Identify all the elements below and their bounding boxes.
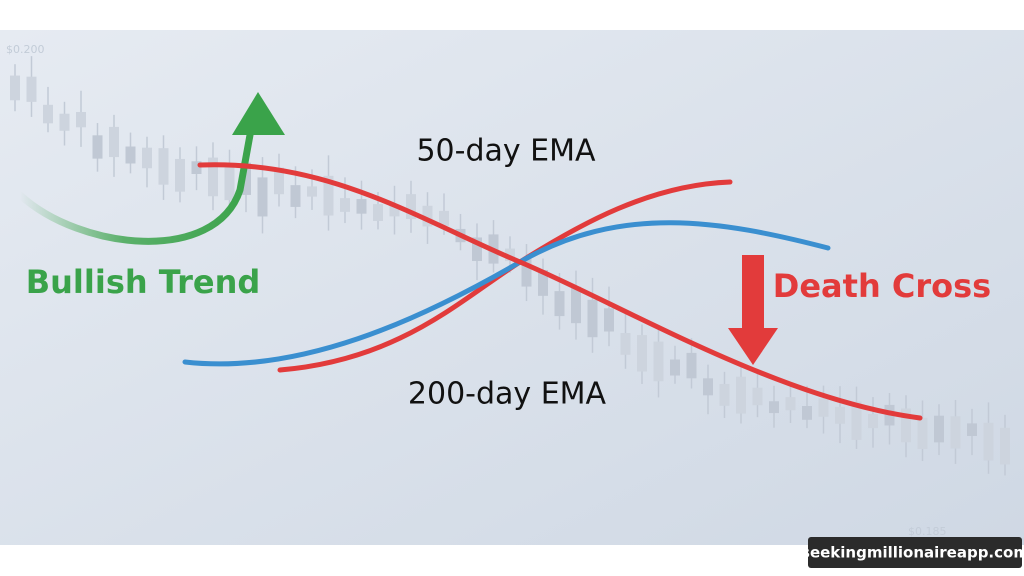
candle <box>983 422 994 461</box>
candle <box>389 205 400 217</box>
candle <box>868 414 878 429</box>
candle <box>109 126 119 158</box>
candle <box>92 135 103 159</box>
candle <box>76 111 86 128</box>
candle <box>125 146 136 164</box>
death-arrow-shaft <box>742 255 764 330</box>
candle <box>901 408 911 443</box>
candle <box>274 167 284 195</box>
candle <box>158 148 169 185</box>
candle <box>59 113 70 131</box>
candle <box>934 415 944 443</box>
candle <box>736 376 746 414</box>
candle <box>175 158 185 192</box>
price-label: $0.185 <box>908 525 947 538</box>
candle <box>653 341 664 382</box>
candle <box>290 185 301 207</box>
candle <box>257 177 268 217</box>
candle <box>851 401 862 440</box>
candle <box>637 335 647 372</box>
candle <box>802 406 812 420</box>
candle <box>835 406 845 424</box>
candle <box>719 383 730 406</box>
candle <box>752 387 763 406</box>
candle <box>10 75 20 101</box>
candle <box>142 147 152 169</box>
candle <box>670 359 680 376</box>
candle <box>917 417 928 450</box>
bullish-label: Bullish Trend <box>26 263 261 301</box>
candle <box>422 205 433 227</box>
candle <box>472 237 482 262</box>
candle <box>967 423 977 437</box>
slow-ema-label: 200-day EMA <box>408 377 607 412</box>
candle <box>208 157 218 197</box>
background <box>0 30 1024 545</box>
death-cross-label: Death Cross <box>773 267 991 305</box>
candle <box>307 186 317 197</box>
candles <box>10 56 1010 476</box>
candle <box>43 104 53 124</box>
candle <box>587 299 598 338</box>
death-arrowhead <box>728 328 778 365</box>
candle <box>241 162 251 195</box>
candle <box>571 286 581 324</box>
candle <box>373 204 383 221</box>
watermark-box <box>808 537 1022 568</box>
bullish-arrowhead <box>232 92 285 135</box>
candle <box>505 248 515 262</box>
candle <box>406 194 416 219</box>
candle <box>191 161 202 174</box>
fast-ema-label: 50-day EMA <box>416 134 596 169</box>
candle <box>323 175 334 216</box>
red-ema-falling <box>197 162 923 421</box>
candle <box>538 270 548 296</box>
candle <box>521 258 532 287</box>
candle <box>686 352 697 379</box>
candle <box>439 210 449 226</box>
candle <box>356 199 367 214</box>
candle <box>340 198 350 212</box>
candle <box>769 401 779 414</box>
candle <box>604 308 614 332</box>
candle <box>785 397 796 411</box>
candle <box>703 378 713 396</box>
candle <box>26 76 37 102</box>
watermark: seekingmillionaireapp.com <box>801 544 1024 562</box>
candle <box>554 291 565 317</box>
candle <box>818 398 829 417</box>
price-label: $0.200 <box>6 43 45 56</box>
candle <box>950 416 961 449</box>
bullish-curve <box>16 131 254 245</box>
candle <box>620 333 631 355</box>
candle <box>1000 427 1010 465</box>
candle <box>224 164 235 201</box>
